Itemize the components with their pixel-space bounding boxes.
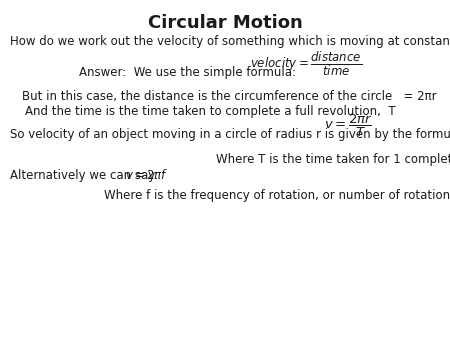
Text: Where T is the time taken for 1 complete rotation.: Where T is the time taken for 1 complete… — [216, 153, 450, 166]
Text: So velocity of an object moving in a circle of radius r is given by the formula:: So velocity of an object moving in a cir… — [10, 128, 450, 141]
Text: Answer:  We use the simple formula:: Answer: We use the simple formula: — [79, 66, 296, 79]
Text: $v = \dfrac{2\pi r}{T}$: $v = \dfrac{2\pi r}{T}$ — [324, 113, 373, 139]
Text: $\mathit{velocity} = \dfrac{\mathit{distance}}{\mathit{time}}$: $\mathit{velocity} = \dfrac{\mathit{dist… — [250, 50, 362, 78]
Text: How do we work out the velocity of something which is moving at constant speed i: How do we work out the velocity of somet… — [10, 35, 450, 48]
Text: Where f is the frequency of rotation, or number of rotations per second.: Where f is the frequency of rotation, or… — [104, 189, 450, 202]
Text: Alternatively we can say:: Alternatively we can say: — [10, 169, 158, 182]
Text: And the time is the time taken to complete a full revolution,  T: And the time is the time taken to comple… — [25, 105, 396, 118]
Text: Circular Motion: Circular Motion — [148, 14, 302, 31]
Text: But in this case, the distance is the circumference of the circle   = 2πr: But in this case, the distance is the ci… — [22, 90, 436, 102]
Text: $v = 2\pi f$: $v = 2\pi f$ — [125, 168, 169, 182]
